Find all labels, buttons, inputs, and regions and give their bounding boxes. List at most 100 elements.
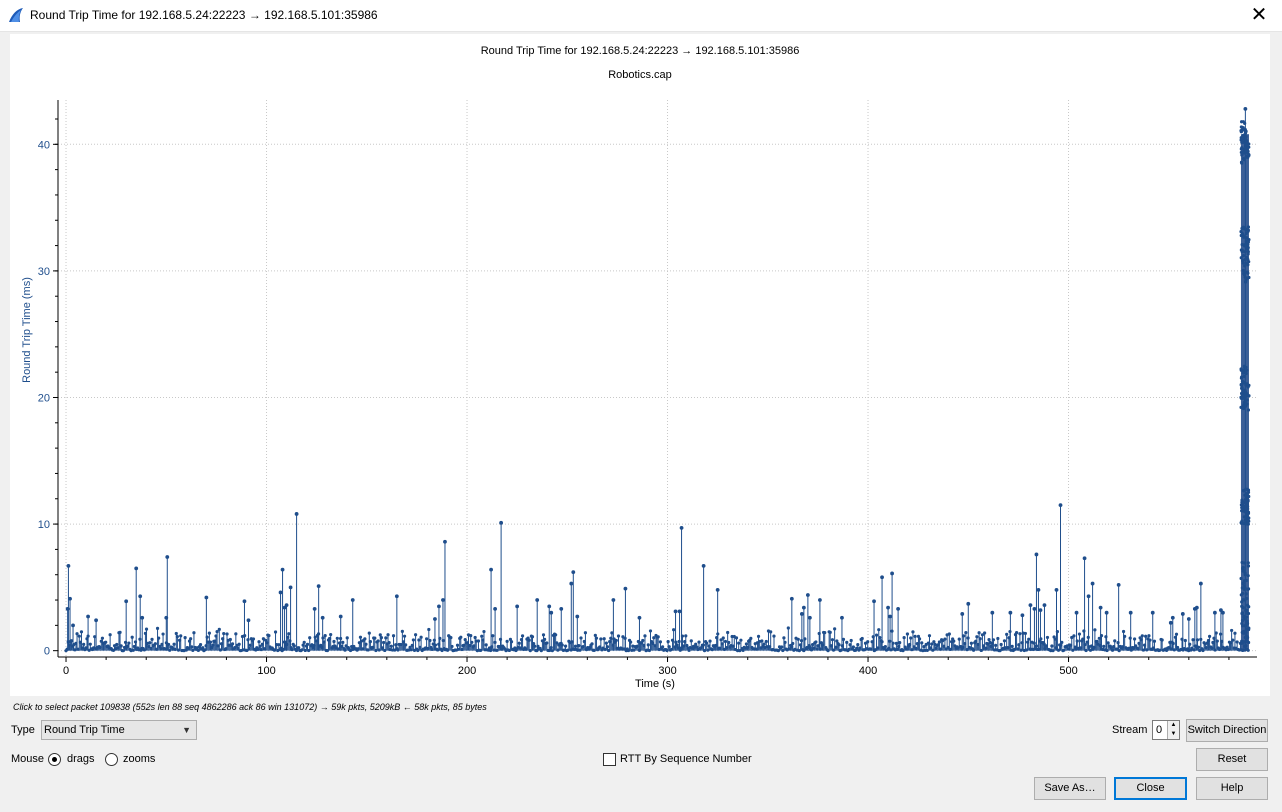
burst-point (1239, 150, 1243, 155)
noise-point (1077, 632, 1082, 636)
noise-point (1132, 637, 1137, 641)
noise-point (153, 642, 157, 646)
noise-point (417, 638, 421, 642)
burst-point (1246, 512, 1250, 516)
spike-point (66, 563, 71, 568)
stream-spinbox[interactable]: 0 ▲ ▼ (1152, 720, 1180, 740)
noise-point (368, 640, 372, 644)
noise-point (207, 631, 211, 635)
spike-point (165, 555, 170, 559)
noise-point (267, 634, 271, 638)
noise-point (648, 629, 653, 633)
noise-point (1140, 634, 1144, 638)
noise-point (1242, 640, 1246, 644)
spike-point (1020, 613, 1025, 618)
noise-point (408, 645, 412, 649)
noise-point (916, 634, 921, 638)
spike-point (807, 615, 812, 620)
mouse-drags-label[interactable]: drags (67, 753, 95, 765)
noise-point (878, 635, 882, 640)
noise-point (432, 638, 436, 642)
noise-point (345, 636, 349, 640)
mouse-zooms-label[interactable]: zooms (123, 753, 156, 765)
noise-point (999, 642, 1003, 647)
burst-point (1246, 146, 1250, 150)
noise-point (520, 634, 525, 638)
spike-point (1036, 588, 1041, 592)
noise-point (82, 642, 86, 646)
mouse-zooms-radio[interactable] (105, 753, 118, 766)
noise-point (977, 631, 981, 635)
noise-point (179, 634, 183, 638)
burst-point (1239, 160, 1244, 164)
noise-point (75, 632, 79, 636)
noise-point (1005, 632, 1009, 636)
spike-point (437, 604, 441, 609)
type-label: Type (11, 724, 35, 736)
noise-point (902, 636, 906, 640)
noise-point (661, 645, 665, 649)
noise-point (402, 634, 407, 638)
spike-point (1034, 552, 1039, 557)
type-select[interactable]: Round Trip Time ▼ (41, 720, 197, 740)
noise-point (656, 635, 660, 639)
spike-point (571, 570, 576, 575)
spike-point (637, 615, 642, 620)
rtt-by-seq-checkbox[interactable] (603, 753, 616, 766)
plot-area[interactable]: Round Trip Time for 192.168.5.24:22223 →… (10, 34, 1270, 696)
noise-point (108, 633, 112, 637)
burst-point (1245, 611, 1250, 615)
noise-point (246, 638, 250, 642)
noise-point (823, 630, 827, 635)
burst-point (1241, 135, 1245, 140)
noise-point (225, 632, 229, 636)
y-tick-label: 20 (38, 392, 50, 404)
close-button[interactable]: Close (1114, 777, 1187, 800)
window-close-icon[interactable]: ✕ (1250, 4, 1268, 26)
burst-point (1246, 408, 1251, 412)
noise-point (845, 640, 849, 644)
spike-point (278, 590, 283, 595)
noise-point (672, 628, 676, 632)
noise-point (230, 642, 235, 646)
spike-point (394, 594, 399, 599)
noise-point (909, 636, 913, 640)
x-tick-label: 0 (63, 665, 69, 677)
noise-point (629, 640, 633, 644)
noise-point (764, 639, 768, 644)
spike-point (679, 525, 684, 530)
noise-point (118, 630, 122, 634)
noise-point (894, 641, 898, 645)
axes: 0 100 200 300 400 500 0 10 20 30 40 (38, 100, 1257, 677)
mouse-label: Mouse (11, 753, 45, 765)
noise-point (237, 642, 241, 646)
noise-point (341, 640, 345, 644)
noise-point (541, 633, 546, 637)
burst-point (1246, 276, 1250, 280)
noise-point (1231, 638, 1235, 642)
reset-button[interactable]: Reset (1196, 748, 1268, 771)
burst-point (1240, 248, 1244, 252)
final-burst (1239, 106, 1251, 651)
mouse-drags-radio[interactable] (48, 753, 61, 766)
spin-down-icon[interactable]: ▼ (1167, 730, 1179, 739)
noise-point (675, 643, 679, 647)
spike-point (280, 567, 285, 572)
save-as-button[interactable]: Save As… (1034, 777, 1106, 800)
spin-up-icon[interactable]: ▲ (1167, 721, 1179, 730)
noise-point (277, 643, 281, 647)
noise-point (517, 641, 521, 645)
switch-direction-button[interactable]: Switch Direction (1186, 719, 1268, 742)
rtt-by-seq-label[interactable]: RTT By Sequence Number (620, 753, 752, 765)
grid (58, 100, 1257, 657)
spike-point (960, 612, 965, 616)
noise-point (786, 626, 790, 630)
spike-point (246, 618, 251, 623)
x-axis-label: Time (s) (635, 678, 675, 690)
spikes (65, 503, 1225, 651)
noise-point (978, 637, 982, 641)
help-button[interactable]: Help (1196, 777, 1268, 800)
noise-point (744, 642, 749, 646)
spike-point (805, 593, 810, 597)
rtt-chart[interactable]: 0 100 200 300 400 500 0 10 20 30 40 Round Trip Tim… (10, 34, 1270, 696)
